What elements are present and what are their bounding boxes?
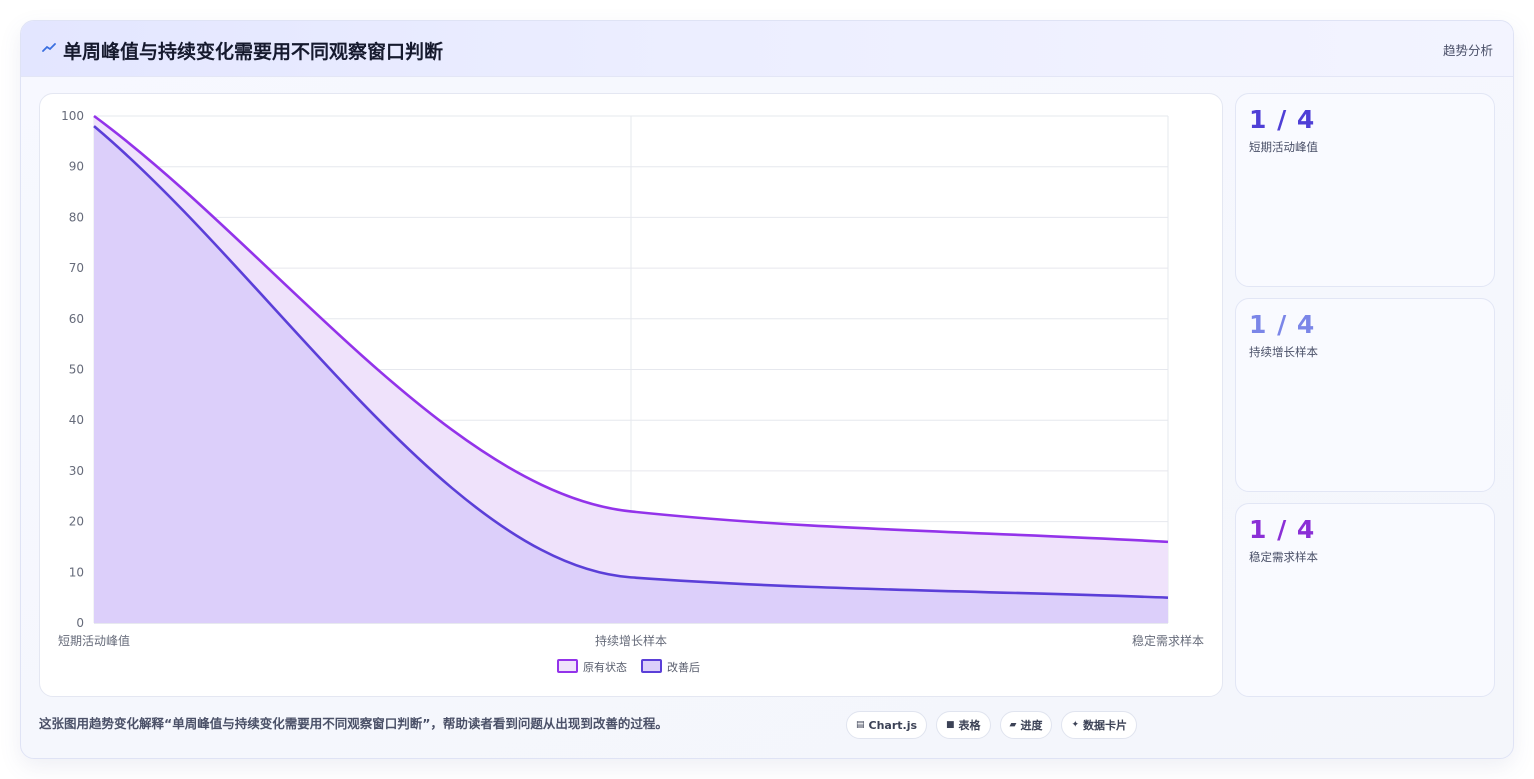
stat-value: 1 / 4 xyxy=(1249,515,1316,544)
y-tick-label: 0 xyxy=(76,616,84,630)
chip-chartjs[interactable]: ▤ Chart.js xyxy=(846,711,928,739)
y-tick-label: 30 xyxy=(69,464,84,478)
trend-icon xyxy=(42,43,56,52)
chip-table[interactable]: ■ 表格 xyxy=(936,711,991,739)
series-line xyxy=(93,114,1169,544)
x-tick-label: 短期活动峰值 xyxy=(58,633,130,648)
stat-label: 持续增长样本 xyxy=(1249,345,1318,359)
category-tag: 趋势分析 xyxy=(1442,43,1493,58)
stat-card-short-peak: 1 / 4 短期活动峰值 xyxy=(1235,93,1495,287)
chip-label: 表格 xyxy=(958,719,981,732)
stat-card-sustained-growth: 1 / 4 持续增长样本 xyxy=(1235,298,1495,492)
series-line xyxy=(93,125,1169,599)
chip-progress[interactable]: ▰ 进度 xyxy=(999,711,1053,739)
table-icon: ■ xyxy=(946,720,955,730)
x-tick-label: 持续增长样本 xyxy=(595,633,667,648)
progress-icon: ▰ xyxy=(1009,720,1017,730)
report-card: 单周峰值与持续变化需要用不同观察窗口判断 趋势分析 0 10 20 30 40 50 60 7… xyxy=(20,20,1514,759)
chart-panel: 0 10 20 30 40 50 60 70 80 90 100 短期活动峰值 持续增长样本 稳定需求样本… xyxy=(39,93,1223,697)
y-tick-label: 50 xyxy=(69,363,84,377)
chart-icon: ▤ xyxy=(856,720,865,730)
y-tick-label: 100 xyxy=(61,109,84,123)
y-tick-label: 90 xyxy=(69,160,84,174)
chart-caption: 这张图用趋势变化解释“单周峰值与持续变化需要用不同观察窗口判断”，帮助读者看到问… xyxy=(39,716,668,731)
page-title: 单周峰值与持续变化需要用不同观察窗口判断 xyxy=(63,41,444,63)
stat-card-stable-demand: 1 / 4 稳定需求样本 xyxy=(1235,503,1495,697)
legend-swatch xyxy=(557,659,578,673)
legend-label: 改善后 xyxy=(667,660,700,674)
tech-chips: ▤ Chart.js ■ 表格 ▰ 进度 ✦ 数据卡片 xyxy=(846,711,1138,739)
chip-label: Chart.js xyxy=(868,718,918,732)
stat-value: 1 / 4 xyxy=(1249,105,1316,134)
sparkle-icon: ✦ xyxy=(1071,720,1080,730)
legend-label: 原有状态 xyxy=(583,660,627,674)
stat-value: 1 / 4 xyxy=(1249,310,1316,339)
y-tick-label: 20 xyxy=(69,515,84,529)
chip-data-card[interactable]: ✦ 数据卡片 xyxy=(1061,711,1138,739)
legend-swatch xyxy=(641,659,662,673)
x-tick-label: 稳定需求样本 xyxy=(1132,633,1204,648)
y-tick-label: 80 xyxy=(69,210,84,224)
chip-label: 进度 xyxy=(1020,719,1043,732)
y-tick-label: 40 xyxy=(69,413,84,427)
y-tick-label: 10 xyxy=(69,565,84,579)
trend-chart: 0 10 20 30 40 50 60 70 80 90 100 短期活动峰值 持续增长样本 稳定需求样本… xyxy=(58,109,1204,674)
y-tick-label: 70 xyxy=(69,261,84,275)
card-header: 单周峰值与持续变化需要用不同观察窗口判断 趋势分析 xyxy=(21,21,1513,77)
stat-label: 短期活动峰值 xyxy=(1249,140,1318,154)
y-tick-label: 60 xyxy=(69,312,84,326)
series-area xyxy=(94,126,1168,623)
chip-label: 数据卡片 xyxy=(1083,719,1128,732)
stat-label: 稳定需求样本 xyxy=(1249,550,1318,564)
